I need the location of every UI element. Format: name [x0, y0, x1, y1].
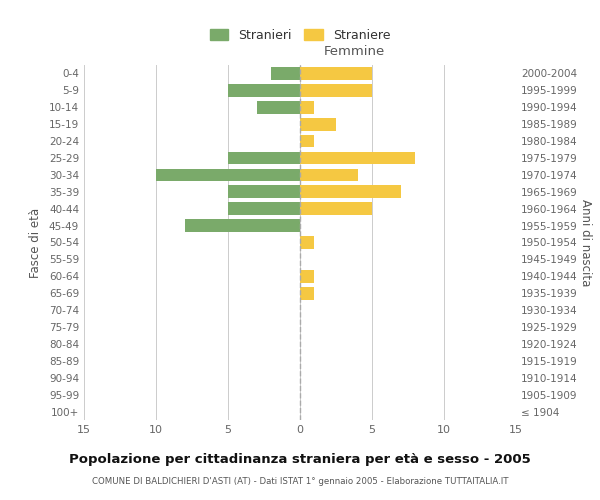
Bar — [228, 152, 300, 164]
Bar — [300, 287, 314, 300]
Bar — [228, 186, 300, 198]
Bar — [228, 84, 300, 96]
Bar — [300, 270, 314, 282]
Bar — [300, 67, 372, 80]
Bar — [257, 101, 300, 114]
Bar — [271, 67, 300, 80]
Bar — [300, 134, 314, 147]
Legend: Stranieri, Straniere: Stranieri, Straniere — [209, 28, 391, 42]
Bar — [300, 186, 401, 198]
Bar — [300, 84, 372, 96]
Bar — [228, 202, 300, 215]
Bar — [300, 168, 358, 181]
Bar — [300, 202, 372, 215]
Bar — [300, 152, 415, 164]
Y-axis label: Anni di nascita: Anni di nascita — [578, 199, 592, 286]
Bar — [300, 118, 336, 130]
Bar — [300, 101, 314, 114]
Bar — [156, 168, 300, 181]
Text: Femmine: Femmine — [323, 45, 385, 58]
Bar — [300, 236, 314, 249]
Text: COMUNE DI BALDICHIERI D'ASTI (AT) - Dati ISTAT 1° gennaio 2005 - Elaborazione TU: COMUNE DI BALDICHIERI D'ASTI (AT) - Dati… — [92, 478, 508, 486]
Text: Popolazione per cittadinanza straniera per età e sesso - 2005: Popolazione per cittadinanza straniera p… — [69, 452, 531, 466]
Y-axis label: Fasce di età: Fasce di età — [29, 208, 42, 278]
Bar — [185, 220, 300, 232]
